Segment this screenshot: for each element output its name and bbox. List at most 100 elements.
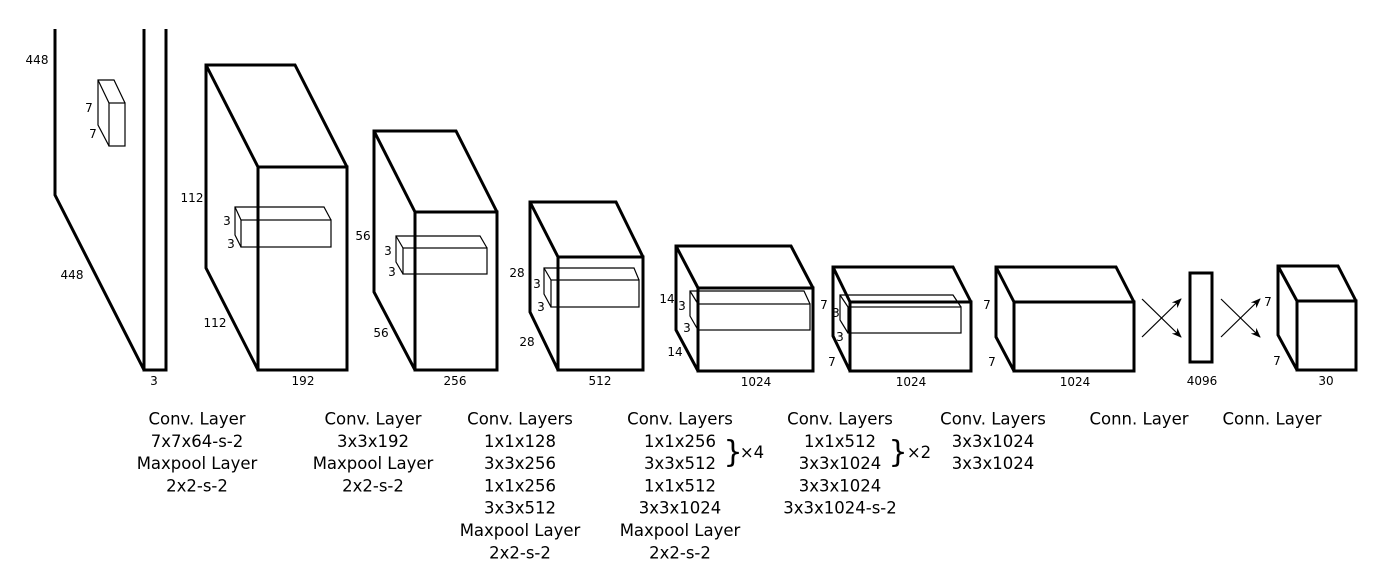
caption-line: 7x7x64-s-2 xyxy=(151,432,244,451)
block3-kernel-h-label: 3 xyxy=(533,277,541,291)
caption-1: Conv. Layer 7x7x64-s-2 Maxpool Layer 2x2-s-… xyxy=(137,410,258,496)
input-kernel-w-label: 7 xyxy=(89,127,97,141)
caption-line: 3x3x1024 xyxy=(799,476,882,495)
block4-height-label: 14 xyxy=(659,292,674,306)
caption-line: 3x3x1024 xyxy=(952,432,1035,451)
repeat-count: ×4 xyxy=(740,443,764,462)
caption-heading: Conv. Layer xyxy=(148,410,245,429)
block4-kernel xyxy=(689,290,811,331)
fc1-depth-label: 4096 xyxy=(1187,374,1218,388)
block4-volume xyxy=(674,244,815,373)
block5-kernel xyxy=(839,294,962,334)
block1-kernel-h-label: 3 xyxy=(223,214,231,228)
fully-connected-arrows-1 xyxy=(1141,298,1182,338)
caption-heading: Conv. Layers xyxy=(467,410,573,429)
block1-kernel-w-label: 3 xyxy=(227,237,235,251)
block5-kernel-h-label: 3 xyxy=(832,306,840,320)
caption-heading: Conn. Layer xyxy=(1089,410,1188,429)
block4-width-label: 14 xyxy=(667,345,682,359)
block2-depth-label: 256 xyxy=(444,374,467,388)
block2-width-label: 56 xyxy=(373,326,388,340)
block4-kernel-w-label: 3 xyxy=(683,321,691,335)
caption-line: Maxpool Layer xyxy=(620,521,741,540)
block4-depth-label: 1024 xyxy=(741,375,772,389)
brace-icon: } xyxy=(723,435,742,470)
caption-line: 3x3x1024 xyxy=(639,499,722,518)
caption-4: Conv. Layers 1x1x256 3x3x512 1x1x512 3x3x102… xyxy=(620,410,764,563)
caption-3: Conv. Layers 1x1x128 3x3x256 1x1x256 3x3x512… xyxy=(460,410,581,563)
block6-volume xyxy=(994,265,1136,373)
block5-width-label: 7 xyxy=(828,355,836,369)
input-kernel xyxy=(97,79,126,147)
caption-5: Conv. Layers 1x1x512 3x3x1024 3x3x1024 3x3x1… xyxy=(783,410,931,518)
block1-volume xyxy=(204,63,349,372)
input-front-face xyxy=(142,29,168,372)
block1-width-label: 112 xyxy=(204,316,227,330)
caption-line: 2x2-s-2 xyxy=(342,476,404,495)
block1-height-label: 112 xyxy=(181,191,204,205)
caption-line: 1x1x128 xyxy=(484,432,556,451)
repeat-count: ×2 xyxy=(907,443,931,462)
output-height-label: 7 xyxy=(1264,295,1272,309)
caption-7: Conn. Layer xyxy=(1089,410,1188,429)
input-width-label: 448 xyxy=(61,268,84,282)
block5-volume xyxy=(831,265,973,373)
block6-width-label: 7 xyxy=(988,355,996,369)
caption-line: 2x2-s-2 xyxy=(649,543,711,562)
caption-heading: Conv. Layers xyxy=(940,410,1046,429)
caption-line: 2x2-s-2 xyxy=(489,543,551,562)
caption-line: 3x3x256 xyxy=(484,454,556,473)
block2-volume xyxy=(372,129,499,372)
block2-kernel-h-label: 3 xyxy=(384,244,392,258)
caption-heading: Conn. Layer xyxy=(1222,410,1321,429)
block2-kernel xyxy=(395,235,488,275)
input-volume xyxy=(53,29,168,372)
fc-layer-vector xyxy=(1188,271,1214,364)
block3-kernel-w-label: 3 xyxy=(537,300,545,314)
dimension-labels: 448 448 3 7 7 112 112 192 3 3 56 56 256 … xyxy=(26,53,1334,389)
block3-width-label: 28 xyxy=(519,335,534,349)
block3-kernel xyxy=(543,267,640,308)
arrow-icon xyxy=(1220,298,1261,338)
caption-line: 3x3x1024 xyxy=(799,454,882,473)
input-side-face xyxy=(53,29,146,371)
input-depth-label: 3 xyxy=(150,374,158,388)
caption-2: Conv. Layer 3x3x192 Maxpool Layer 2x2-s-2 xyxy=(313,410,434,496)
block3-depth-label: 512 xyxy=(589,374,612,388)
fully-connected-arrows-2 xyxy=(1220,298,1261,338)
caption-line: 3x3x1024 xyxy=(952,454,1035,473)
block5-depth-label: 1024 xyxy=(896,375,927,389)
input-height-label: 448 xyxy=(26,53,49,67)
block1-depth-label: 192 xyxy=(292,374,315,388)
caption-line: 2x2-s-2 xyxy=(166,476,228,495)
caption-6: Conv. Layers 3x3x1024 3x3x1024 xyxy=(940,410,1046,474)
caption-heading: Conv. Layers xyxy=(627,410,733,429)
caption-line: 1x1x256 xyxy=(644,432,716,451)
block5-height-label: 7 xyxy=(820,298,828,312)
caption-line: 3x3x512 xyxy=(644,454,716,473)
caption-line: 3x3x512 xyxy=(484,499,556,518)
block3-volume xyxy=(528,200,645,372)
caption-line: 1x1x512 xyxy=(644,476,716,495)
block2-height-label: 56 xyxy=(355,229,370,243)
caption-line: Maxpool Layer xyxy=(460,521,581,540)
caption-8: Conn. Layer xyxy=(1222,410,1321,429)
caption-heading: Conv. Layer xyxy=(324,410,421,429)
caption-line: 1x1x512 xyxy=(804,432,876,451)
caption-line: Maxpool Layer xyxy=(137,454,258,473)
brace-icon: } xyxy=(888,435,907,470)
caption-line: 3x3x1024-s-2 xyxy=(783,499,897,518)
output-width-label: 7 xyxy=(1273,354,1281,368)
caption-heading: Conv. Layers xyxy=(787,410,893,429)
block2-kernel-w-label: 3 xyxy=(388,265,396,279)
caption-line: 1x1x256 xyxy=(484,476,556,495)
caption-line: Maxpool Layer xyxy=(313,454,434,473)
output-volume xyxy=(1276,264,1358,372)
block3-height-label: 28 xyxy=(509,266,524,280)
input-kernel-h-label: 7 xyxy=(85,101,93,115)
layer-captions: Conv. Layer 7x7x64-s-2 Maxpool Layer 2x2-s-… xyxy=(137,410,1322,563)
caption-line: 3x3x192 xyxy=(337,432,409,451)
output-depth-label: 30 xyxy=(1318,374,1333,388)
